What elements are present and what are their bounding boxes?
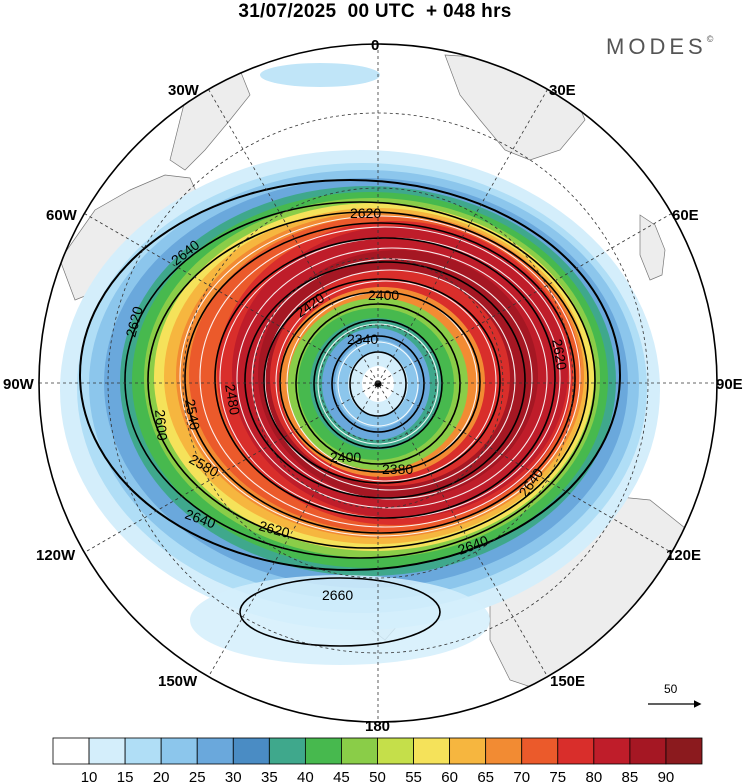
contour-label: 2480 <box>222 383 243 417</box>
colorbar-tick-label: 35 <box>261 769 278 782</box>
contour-2420 <box>279 291 481 473</box>
lon-label-120e: 120E <box>666 547 701 564</box>
graticule <box>39 44 717 722</box>
colorbar-box <box>629 737 667 765</box>
contour-label: 2620 <box>350 205 381 221</box>
contour-2620 <box>124 201 596 559</box>
title-date: 31/07/2025 <box>238 1 337 22</box>
lon-label-30e: 30E <box>549 82 576 99</box>
colorbar-tick-label: 65 <box>477 769 494 782</box>
contour-label: 2400 <box>368 287 399 303</box>
colorbar-box <box>232 737 270 765</box>
colorbar-tick-label: 50 <box>369 769 386 782</box>
lon-label-150w: 150W <box>158 673 198 690</box>
contour-2480 <box>244 261 526 499</box>
lon-label-60e: 60E <box>672 207 699 224</box>
reference-vector-label: 50 <box>664 682 678 696</box>
lon-label-30w: 30W <box>168 82 200 99</box>
contour-2360 <box>331 335 425 433</box>
brand-logo: MODES© <box>606 34 713 60</box>
map-disk: 2620 2640 2620 2600 2540 2480 2580 2640 … <box>39 44 717 722</box>
lon-label-150e: 150E <box>550 673 585 690</box>
colorbar-box <box>341 737 378 765</box>
map-border <box>38 43 718 723</box>
lon-label-90w: 90W <box>3 376 35 393</box>
contour-label: 2620 <box>257 517 291 541</box>
contour-2540 <box>214 237 556 519</box>
colorbar-tick-label: 75 <box>549 769 566 782</box>
colorbar-box <box>413 737 451 765</box>
colorbar-box <box>485 737 523 765</box>
contour-2640 <box>79 179 621 571</box>
colorbar-tick-label: 15 <box>117 769 134 782</box>
colorbar-tick-label: 30 <box>225 769 242 782</box>
lon-label-90e: 90E <box>716 376 743 393</box>
colorbar-box <box>88 737 126 765</box>
colorbar-tick-label: 20 <box>153 769 170 782</box>
longitude-labels: 0 30E 60E 90E 120E 150E 180 150W 120W 90… <box>3 37 743 735</box>
colorbar-box <box>304 737 342 765</box>
colorbar-tick-label: 45 <box>333 769 350 782</box>
colorbar-tick-label: 85 <box>622 769 639 782</box>
colorbar-box <box>52 737 90 765</box>
colorbar-box <box>557 737 595 765</box>
title-run: 00 UTC <box>347 1 415 22</box>
lon-label-60w: 60W <box>46 207 78 224</box>
colorbar-tick-label: 60 <box>441 769 458 782</box>
colorbar-tick-label: 10 <box>81 769 98 782</box>
title-lead: + 048 hrs <box>426 1 512 22</box>
colorbar-box <box>377 737 414 765</box>
lon-label-0: 0 <box>371 37 379 54</box>
colorbar-tick-label: 40 <box>297 769 314 782</box>
colorbar-tick-label: 25 <box>189 769 206 782</box>
map-title: 31/07/2025 00 UTC + 048 hrs <box>0 1 750 23</box>
brand-mark: © <box>706 34 714 44</box>
colorbar-tick-label: 90 <box>658 769 675 782</box>
contour-2660 <box>239 577 441 647</box>
colorbar-box <box>521 737 559 765</box>
contour-2600 <box>147 211 589 549</box>
colorbar-tick-label: 55 <box>405 769 422 782</box>
colorbar-box <box>124 737 162 765</box>
colorbar-box <box>593 737 631 765</box>
height-contours <box>79 179 621 647</box>
contour-2440 <box>263 278 501 484</box>
contour-label: 2660 <box>322 587 353 603</box>
colorbar-box <box>160 737 198 765</box>
colorbar: 10 15 20 25 30 35 40 45 50 55 60 65 70 75 80 85 90 <box>52 737 703 782</box>
brand-name: MODES <box>606 34 707 59</box>
colorbar-box <box>449 737 487 765</box>
colorbar-box <box>665 737 703 765</box>
contour-label: 2600 <box>152 409 171 442</box>
madagascar-land <box>639 214 666 281</box>
colorbar-box <box>268 737 306 765</box>
contour-label: 2620 <box>549 338 570 372</box>
contour-label: 2400 <box>330 449 361 465</box>
contour-label: 2620 <box>122 304 146 338</box>
lon-label-180: 180 <box>365 718 390 735</box>
colorbar-tick-label: 70 <box>513 769 530 782</box>
contour-label: 2380 <box>382 461 413 477</box>
contour-label: 2340 <box>347 331 378 347</box>
lon-label-120w: 120W <box>36 547 76 564</box>
colorbar-box <box>196 737 234 765</box>
colorbar-tick-label: 80 <box>585 769 602 782</box>
contour-2580 <box>184 222 576 534</box>
